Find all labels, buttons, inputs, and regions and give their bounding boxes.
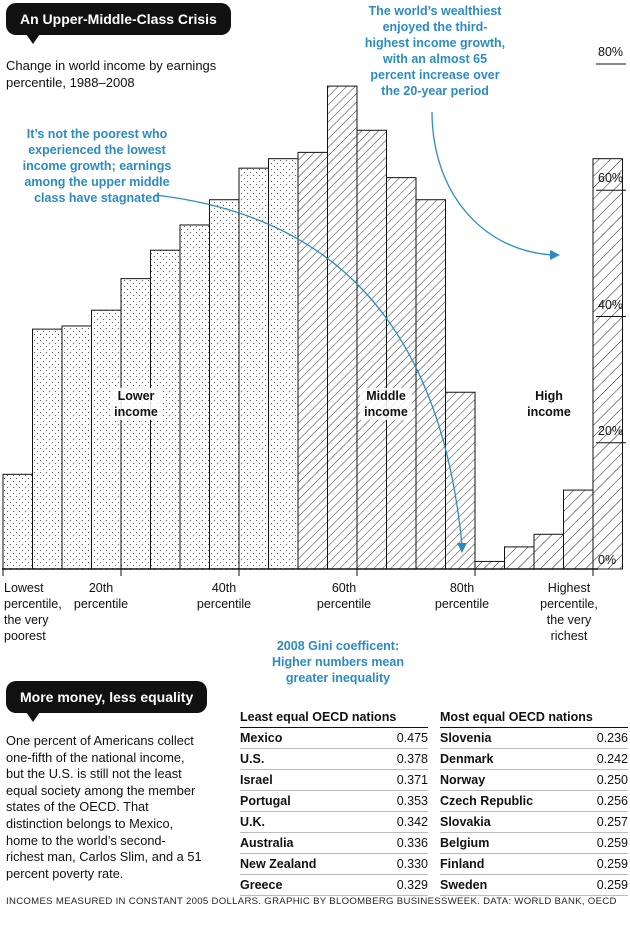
table-row: Norway 0.250 [440, 770, 628, 791]
x-tick-label: 80th percentile [434, 581, 490, 611]
gini-value: 0.353 [396, 794, 428, 808]
table-row: U.K. 0.342 [240, 812, 428, 833]
gini-value: 0.256 [596, 794, 628, 808]
bar-lower-income-9 [238, 167, 269, 570]
bar-middle-income-5 [415, 199, 446, 570]
x-tick-label: Highest percentile, the very richest [540, 581, 598, 643]
bar-lower-income-3 [61, 325, 92, 570]
gini-value: 0.236 [596, 731, 628, 745]
gini-value: 0.250 [596, 773, 628, 787]
gini-value: 0.329 [396, 878, 428, 892]
country-name: Australia [240, 836, 294, 850]
country-name: Denmark [440, 752, 494, 766]
country-name: Mexico [240, 731, 283, 745]
gini-value: 0.378 [396, 752, 428, 766]
group-label-middle-income: Middle income [360, 388, 412, 420]
group-label-high-income: High income [522, 388, 576, 420]
bar-middle-income-4 [386, 177, 417, 570]
y-tick-label: 60% [598, 171, 624, 186]
gini-value: 0.259 [596, 857, 628, 871]
country-name: Finland [440, 857, 485, 871]
table-row: Australia 0.336 [240, 833, 428, 854]
x-tick-label: 20th percentile [73, 581, 129, 611]
bar-high-income-1 [504, 546, 535, 570]
bar-middle-income-6 [445, 391, 476, 570]
bar-middle-income-1 [297, 151, 328, 570]
table-row: Denmark 0.242 [440, 749, 628, 770]
gini-value: 0.257 [596, 815, 628, 829]
bar-high-income-2 [533, 533, 564, 570]
gini-value: 0.342 [396, 815, 428, 829]
gini-value: 0.336 [396, 836, 428, 850]
bar-lower-income-8 [209, 199, 240, 570]
section-title-tab: More money, less equality [6, 681, 208, 722]
least-equal-table-title: Least equal OECD nations [240, 707, 428, 728]
footer-credit: INCOMES MEASURED IN CONSTANT 2005 DOLLAR… [6, 896, 617, 907]
chart-title-tab: An Upper-Middle-Class Crisis [6, 3, 231, 44]
y-tick-label: 0% [598, 553, 617, 567]
gini-value: 0.371 [396, 773, 428, 787]
table-row: Slovenia 0.236 [440, 728, 628, 749]
bar-lower-income-10 [268, 158, 299, 570]
table-row: Mexico 0.475 [240, 728, 428, 749]
country-name: Norway [440, 773, 486, 787]
gini-value: 0.259 [596, 878, 628, 892]
poorest-annotation: It’s not the poorest who experienced the… [22, 127, 172, 205]
most-equal-table: Most equal OECD nations Slovenia 0.236 Den… [440, 707, 628, 896]
poorest-arrowhead [457, 543, 467, 553]
table-row: Czech Republic 0.256 [440, 791, 628, 812]
country-name: New Zealand [240, 857, 317, 871]
bar-middle-income-7 [474, 560, 505, 570]
wealthiest-arrow [431, 111, 553, 256]
country-name: Czech Republic [440, 794, 534, 808]
x-tick-label: Lowest percentile, the very poorest [4, 581, 62, 643]
most-equal-table-title: Most equal OECD nations [440, 707, 628, 728]
gini-value: 0.242 [596, 752, 628, 766]
table-row: Sweden 0.259 [440, 875, 628, 896]
bar-lower-income-4 [91, 309, 122, 570]
bar-high-income-4 [592, 158, 623, 570]
wealthiest-annotation: The world’s wealthiest enjoyed the third… [364, 4, 506, 98]
table-row: Israel 0.371 [240, 770, 428, 791]
country-name: Greece [240, 878, 283, 892]
least-equal-table: Least equal OECD nations Mexico 0.475 U.S.… [240, 707, 428, 896]
y-tick-label: 40% [598, 297, 624, 312]
group-label-lower-income: Lower income [110, 388, 162, 420]
gini-value: 0.475 [396, 731, 428, 745]
bar-lower-income-1 [2, 473, 33, 570]
bar-lower-income-7 [179, 224, 210, 570]
poorest-arrow [154, 194, 463, 546]
section-paragraph: One percent of Americans collect one-fif… [6, 733, 202, 881]
country-name: Portugal [240, 794, 291, 808]
gini-annotation: 2008 Gini coefficent: Higher numbers mea… [272, 639, 404, 685]
bar-high-income-3 [563, 489, 594, 570]
y-tick-label: 80% [598, 45, 624, 59]
table-row: New Zealand 0.330 [240, 854, 428, 875]
chart-subtitle: Change in world income by earnings perce… [6, 58, 217, 90]
table-row: Finland 0.259 [440, 854, 628, 875]
bar-chart [2, 63, 626, 576]
bar-lower-income-2 [32, 328, 63, 570]
bar-middle-income-3 [356, 129, 387, 570]
bar-lower-income-5 [120, 278, 151, 570]
wealthiest-arrowhead [550, 250, 560, 260]
table-row: Portugal 0.353 [240, 791, 428, 812]
country-name: Sweden [440, 878, 488, 892]
country-name: Slovenia [440, 731, 492, 745]
table-row: Belgium 0.259 [440, 833, 628, 854]
gini-value: 0.259 [596, 836, 628, 850]
bar-middle-income-2 [327, 85, 358, 570]
y-tick-label: 20% [598, 423, 624, 438]
x-tick-label: 60th percentile [316, 581, 372, 611]
country-name: Slovakia [440, 815, 491, 829]
table-row: Greece 0.329 [240, 875, 428, 896]
country-name: Belgium [440, 836, 490, 850]
x-tick-label: 40th percentile [196, 581, 252, 611]
table-row: Slovakia 0.257 [440, 812, 628, 833]
country-name: U.K. [240, 815, 265, 829]
country-name: Israel [240, 773, 273, 787]
country-name: U.S. [240, 752, 265, 766]
gini-value: 0.330 [396, 857, 428, 871]
table-row: U.S. 0.378 [240, 749, 428, 770]
